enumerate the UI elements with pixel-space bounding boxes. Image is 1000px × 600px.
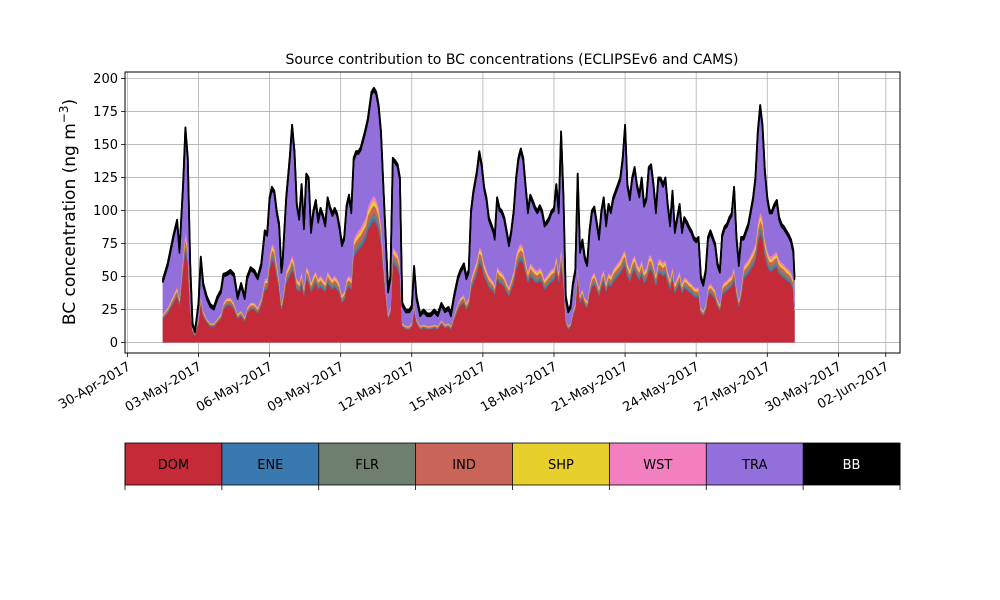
y-axis-label-exponent: −3: [57, 105, 71, 123]
legend-swatch-wst: [609, 443, 707, 485]
x-tick-label: 06-May-2017: [194, 359, 276, 415]
chart-title: Source contribution to BC concentrations…: [285, 52, 738, 68]
legend-swatch-bb: [803, 443, 900, 485]
y-axis: 0 25 50 75 100 125 150 175 200: [93, 72, 125, 351]
legend-colorbar: DOM ENE FLR IND SHP WST TRA BB: [124, 442, 901, 490]
total-outline: [162, 86, 796, 333]
legend-label-flr: FLR: [355, 458, 379, 473]
x-axis: 30-Apr-201703-May-201706-May-201709-May-…: [56, 353, 892, 415]
x-tick-label: 03-May-2017: [123, 359, 205, 415]
y-tick-label: 75: [101, 237, 118, 252]
y-tick-label: 125: [93, 171, 118, 186]
legend-label-dom: DOM: [158, 458, 189, 473]
legend-label-ene: ENE: [257, 458, 283, 473]
x-tick-label: 18-May-2017: [478, 359, 560, 415]
legend-label-bb: BB: [843, 458, 861, 473]
legend-label-shp: SHP: [548, 458, 574, 473]
y-tick-label: 0: [110, 336, 118, 351]
y-axis-label: BC concentration (ng m−3): [57, 99, 80, 325]
x-tick-label: 21-May-2017: [549, 359, 631, 415]
legend-swatch-tra: [706, 443, 804, 485]
x-tick-label: 30-May-2017: [763, 359, 845, 415]
legend-swatch-dom: [125, 443, 222, 485]
plot-area: [124, 71, 901, 354]
x-tick-label: 27-May-2017: [692, 359, 774, 415]
y-tick-label: 25: [101, 303, 118, 318]
legend-label-ind: IND: [452, 458, 476, 473]
x-tick-label: 15-May-2017: [407, 359, 489, 415]
legend-swatch-ind: [415, 443, 513, 485]
x-tick-label: 09-May-2017: [265, 359, 347, 415]
stacked-areas: [162, 86, 796, 343]
y-axis-label-close: ): [60, 99, 80, 106]
y-tick-label: 100: [93, 204, 118, 219]
y-tick-label: 50: [101, 270, 118, 285]
legend-swatch-ene: [221, 443, 319, 485]
legend-label-wst: WST: [643, 458, 672, 473]
y-axis-label-main: BC concentration (ng m: [60, 123, 80, 325]
y-tick-label: 150: [93, 138, 118, 153]
x-tick-label: 12-May-2017: [336, 359, 418, 415]
legend-label-tra: TRA: [741, 458, 767, 473]
x-tick-label: 24-May-2017: [620, 359, 702, 415]
legend-swatch-flr: [318, 443, 416, 485]
y-tick-label: 200: [93, 72, 118, 87]
x-tick-label: 30-Apr-2017: [56, 359, 133, 412]
plot-frame: [124, 71, 901, 354]
legend-swatch-shp: [512, 443, 610, 485]
legend-frame: [124, 442, 901, 486]
y-tick-label: 175: [93, 105, 118, 120]
